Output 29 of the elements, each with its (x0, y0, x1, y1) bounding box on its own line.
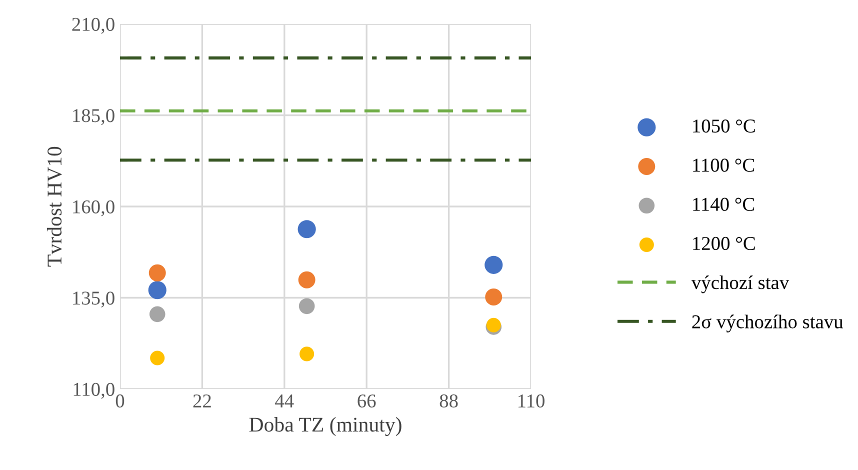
legend-label: 1100 °C (693, 158, 754, 172)
legend-label: 1050 °C (693, 119, 755, 133)
legend-label: 1140 °C (693, 198, 754, 211)
point (484, 256, 503, 274)
y-tick-label: 185,0 (73, 109, 114, 125)
y-tick-label: 135,0 (73, 292, 114, 308)
point (148, 264, 166, 282)
x-tick-label: 22 (193, 394, 211, 408)
point (148, 281, 166, 300)
legend-label: 1200 °C (693, 236, 755, 250)
y-tick-label: 160,0 (73, 200, 114, 216)
point (298, 298, 315, 314)
y-tick-label: 110,0 (74, 382, 114, 399)
point (298, 271, 316, 288)
legend-label: výchozí stav (691, 275, 790, 294)
point (150, 350, 165, 366)
point (485, 288, 502, 306)
legend-label: 2σ výchozího stavu (692, 314, 844, 332)
point (300, 346, 314, 362)
x-tick-label: 44 (275, 394, 294, 408)
x-tick-label: 66 (358, 394, 376, 408)
y-axis-title: Tvrdost HV10 (46, 146, 62, 267)
y-tick-label: 210,0 (72, 18, 114, 34)
point (149, 306, 166, 322)
x-axis-title: Doba TZ (minuty) (249, 417, 402, 436)
point (298, 220, 316, 238)
x-tick-label: 0 (116, 394, 124, 408)
x-tick-label: 88 (440, 394, 458, 408)
x-tick-label: 110 (518, 394, 544, 408)
